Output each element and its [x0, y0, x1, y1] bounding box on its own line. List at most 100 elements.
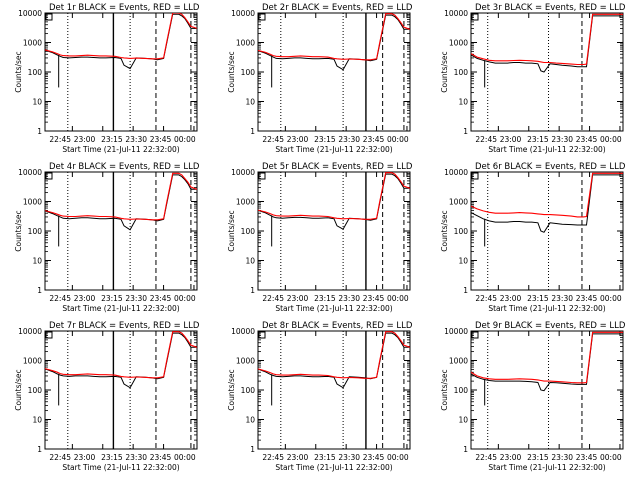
panel-title: Det 2r BLACK = Events, RED = LLD — [262, 3, 413, 13]
x-tick-label: 00:00 — [387, 453, 409, 462]
y-tick-label: 100 — [241, 227, 256, 236]
events-series-line — [258, 332, 410, 389]
x-tick-label: 22:45 — [262, 294, 284, 303]
x-axis-label: Start Time (21-Jul-11 22:32:00) — [62, 145, 179, 154]
x-tick-label: 23:00 — [287, 135, 309, 144]
panel-title: Det 1r BLACK = Events, RED = LLD — [49, 3, 200, 13]
x-tick-label: 23:45 — [576, 453, 598, 462]
y-axis-label: Counts/sec — [227, 369, 236, 410]
plot-frame — [44, 12, 198, 132]
plot-frame — [257, 12, 411, 132]
y-tick-label: 1 — [463, 286, 468, 295]
x-tick-label: 22:45 — [49, 453, 71, 462]
x-tick-label: 23:00 — [500, 294, 522, 303]
x-tick-label: 23:45 — [150, 135, 172, 144]
y-tick-label: 1000 — [23, 357, 42, 366]
x-tick-label: 23:45 — [576, 294, 598, 303]
y-tick-label: 1 — [463, 127, 468, 136]
y-tick-label: 1 — [250, 286, 255, 295]
y-tick-label: 1 — [37, 286, 42, 295]
y-axis-label: Counts/sec — [440, 51, 449, 92]
plot-frame — [470, 12, 624, 132]
lld-series-line — [45, 331, 197, 379]
panel-7: Det 7r BLACK = Events, RED = LLD 1 10 100 10… — [14, 321, 200, 472]
x-tick-label: 23:00 — [500, 135, 522, 144]
y-tick-label: 100 — [28, 68, 43, 77]
events-series-line — [45, 332, 197, 389]
x-axis-label: Start Time (21-Jul-11 22:32:00) — [488, 304, 605, 313]
x-tick-label: 22:45 — [475, 294, 497, 303]
x-tick-label: 00:00 — [600, 294, 622, 303]
panel-3: Det 3r BLACK = Events, RED = LLD 1 10 100 10… — [440, 3, 626, 154]
y-axis-label: Counts/sec — [14, 51, 23, 92]
x-tick-label: 00:00 — [600, 135, 622, 144]
y-axis-label: Counts/sec — [14, 210, 23, 251]
x-tick-label: 23:30 — [125, 294, 147, 303]
x-tick-label: 23:15 — [527, 294, 549, 303]
y-tick-label: 1 — [463, 445, 468, 454]
y-tick-label: 100 — [454, 386, 469, 395]
x-tick-label: 23:30 — [338, 453, 360, 462]
panel-4: Det 4r BLACK = Events, RED = LLD 1 10 100 10… — [14, 162, 200, 313]
x-tick-label: 23:30 — [551, 294, 573, 303]
y-tick-label: 1000 — [236, 198, 255, 207]
y-axis-label: Counts/sec — [440, 210, 449, 251]
corner-box — [471, 172, 479, 180]
lld-series-line — [258, 172, 410, 220]
y-tick-label: 1000 — [449, 198, 468, 207]
y-tick-label: 10 — [458, 257, 468, 266]
y-tick-label: 100 — [241, 386, 256, 395]
x-axis-label: Start Time (21-Jul-11 22:32:00) — [488, 145, 605, 154]
y-tick-label: 1000 — [449, 39, 468, 48]
y-tick-label: 10000 — [444, 327, 468, 336]
x-tick-label: 23:15 — [101, 453, 123, 462]
corner-box — [45, 13, 53, 21]
y-tick-label: 1 — [250, 445, 255, 454]
panel-title: Det 9r BLACK = Events, RED = LLD — [475, 321, 626, 331]
x-tick-label: 00:00 — [600, 453, 622, 462]
lld-series-line — [471, 13, 623, 66]
x-tick-label: 23:15 — [101, 135, 123, 144]
y-tick-label: 100 — [28, 386, 43, 395]
events-series-line — [45, 13, 197, 70]
events-series-line — [471, 333, 623, 392]
x-tick-label: 23:00 — [287, 294, 309, 303]
x-tick-label: 23:15 — [314, 453, 336, 462]
corner-box — [471, 331, 479, 339]
lld-series-line — [258, 331, 410, 379]
y-tick-label: 100 — [241, 68, 256, 77]
x-tick-label: 00:00 — [174, 453, 196, 462]
x-tick-label: 00:00 — [387, 135, 409, 144]
events-series-line — [258, 173, 410, 230]
x-tick-label: 23:30 — [125, 135, 147, 144]
x-tick-label: 23:15 — [527, 453, 549, 462]
y-tick-label: 10 — [32, 416, 42, 425]
y-tick-label: 10 — [245, 416, 255, 425]
y-tick-label: 10 — [32, 98, 42, 107]
y-tick-label: 10 — [32, 257, 42, 266]
x-axis-label: Start Time (21-Jul-11 22:32:00) — [62, 463, 179, 472]
x-tick-label: 23:15 — [527, 135, 549, 144]
x-tick-label: 23:15 — [314, 135, 336, 144]
panel-2: Det 2r BLACK = Events, RED = LLD 1 10 100 10… — [227, 3, 413, 154]
events-series-line — [258, 14, 410, 71]
x-tick-label: 23:00 — [287, 453, 309, 462]
panel-title: Det 7r BLACK = Events, RED = LLD — [49, 321, 200, 331]
x-axis-label: Start Time (21-Jul-11 22:32:00) — [62, 304, 179, 313]
y-axis-label: Counts/sec — [14, 369, 23, 410]
y-axis-label: Counts/sec — [227, 210, 236, 251]
x-axis-label: Start Time (21-Jul-11 22:32:00) — [275, 463, 392, 472]
panel-1: Det 1r BLACK = Events, RED = LLD 1 10 100 10… — [14, 3, 200, 154]
x-tick-label: 23:45 — [363, 294, 385, 303]
x-tick-label: 23:15 — [101, 294, 123, 303]
x-tick-label: 00:00 — [174, 294, 196, 303]
y-tick-label: 1000 — [236, 357, 255, 366]
corner-box — [45, 331, 53, 339]
y-tick-label: 1000 — [23, 39, 42, 48]
x-tick-label: 23:00 — [74, 294, 96, 303]
x-tick-label: 23:30 — [551, 135, 573, 144]
plot-frame — [470, 330, 624, 450]
x-tick-label: 22:45 — [475, 135, 497, 144]
y-tick-label: 10000 — [231, 168, 255, 177]
y-tick-label: 1000 — [449, 357, 468, 366]
